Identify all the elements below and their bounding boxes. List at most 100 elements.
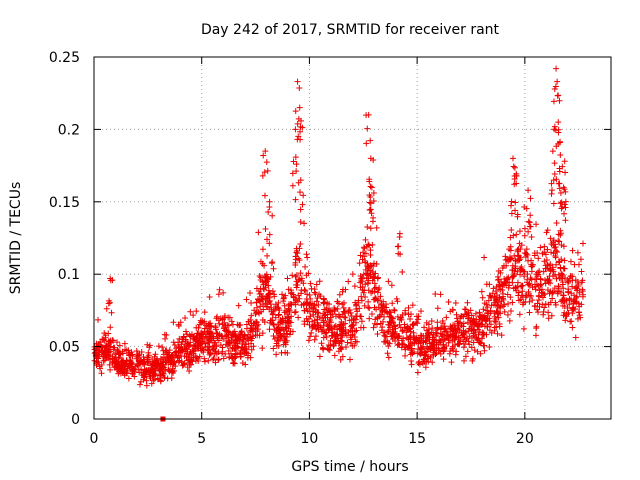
data-point (293, 272, 300, 279)
data-point (349, 271, 356, 278)
x-axis-label: GPS time / hours (291, 459, 408, 475)
data-point (312, 333, 319, 340)
data-point (187, 333, 194, 340)
data-point (467, 317, 474, 324)
data-point (504, 311, 511, 318)
data-point (152, 359, 159, 366)
data-point (526, 309, 533, 316)
data-point (268, 304, 275, 311)
data-point (575, 261, 582, 268)
data-point (213, 315, 220, 322)
data-point (576, 303, 583, 310)
data-point (94, 316, 101, 323)
data-point (296, 245, 303, 252)
data-point (573, 293, 580, 300)
data-point (555, 129, 562, 136)
data-point (508, 198, 515, 205)
data-point (420, 337, 427, 344)
data-point (449, 307, 456, 314)
data-point (519, 288, 526, 295)
data-point (98, 361, 105, 368)
data-point (539, 250, 546, 257)
data-point (246, 290, 253, 297)
data-point (290, 158, 297, 165)
data-point (377, 293, 384, 300)
data-point (469, 355, 476, 362)
data-point (107, 277, 114, 284)
data-point (182, 346, 189, 353)
data-point (518, 242, 525, 249)
data-point (295, 292, 302, 299)
data-point (195, 339, 202, 346)
data-point (257, 290, 264, 297)
data-point (107, 324, 114, 331)
data-point (373, 224, 380, 231)
y-tick-label: 0.2 (58, 122, 80, 138)
data-point (552, 301, 559, 308)
data-point (264, 236, 271, 243)
data-point (380, 338, 387, 345)
data-point (524, 276, 531, 283)
data-point (432, 291, 439, 298)
data-point (441, 323, 448, 330)
data-point (271, 291, 278, 298)
data-point (511, 164, 518, 171)
data-point (370, 324, 377, 331)
data-point (373, 261, 380, 268)
data-point (512, 199, 519, 206)
data-point (569, 247, 576, 254)
data-point (545, 279, 552, 286)
data-point (293, 281, 300, 288)
data-point (300, 192, 307, 199)
data-point (558, 270, 565, 277)
data-point (294, 120, 301, 127)
data-point (464, 299, 471, 306)
data-point (452, 351, 459, 358)
data-point (555, 119, 562, 126)
data-point (517, 271, 524, 278)
data-point (151, 372, 158, 379)
data-point (219, 333, 226, 340)
data-point (181, 360, 188, 367)
data-point (476, 309, 483, 316)
data-point (338, 318, 345, 325)
data-point (513, 172, 520, 179)
data-point (541, 243, 548, 250)
data-point (579, 288, 586, 295)
data-point (490, 285, 497, 292)
data-point (366, 206, 373, 213)
data-point (353, 305, 360, 312)
data-point (523, 250, 530, 257)
data-point (292, 196, 299, 203)
data-point (478, 321, 485, 328)
data-point (335, 313, 342, 320)
data-point (507, 234, 514, 241)
data-point (514, 213, 521, 220)
data-point (296, 128, 303, 135)
data-point (307, 333, 314, 340)
data-point (235, 302, 242, 309)
data-point (337, 356, 344, 363)
data-point (200, 349, 207, 356)
data-point (266, 326, 273, 333)
data-point (334, 298, 341, 305)
data-point (286, 307, 293, 314)
data-point (560, 292, 567, 299)
data-point (252, 331, 259, 338)
data-point (143, 377, 150, 384)
data-point (370, 260, 377, 267)
data-point (245, 343, 252, 350)
data-point (561, 257, 568, 264)
data-point (557, 264, 564, 271)
data-point (237, 351, 244, 358)
data-point (551, 123, 558, 130)
data-point (292, 154, 299, 161)
data-point (362, 236, 369, 243)
data-point (204, 325, 211, 332)
data-point (170, 319, 177, 326)
data-point (549, 295, 556, 302)
data-point (284, 275, 291, 282)
data-point (535, 269, 542, 276)
data-point (265, 208, 272, 215)
data-point (285, 301, 292, 308)
